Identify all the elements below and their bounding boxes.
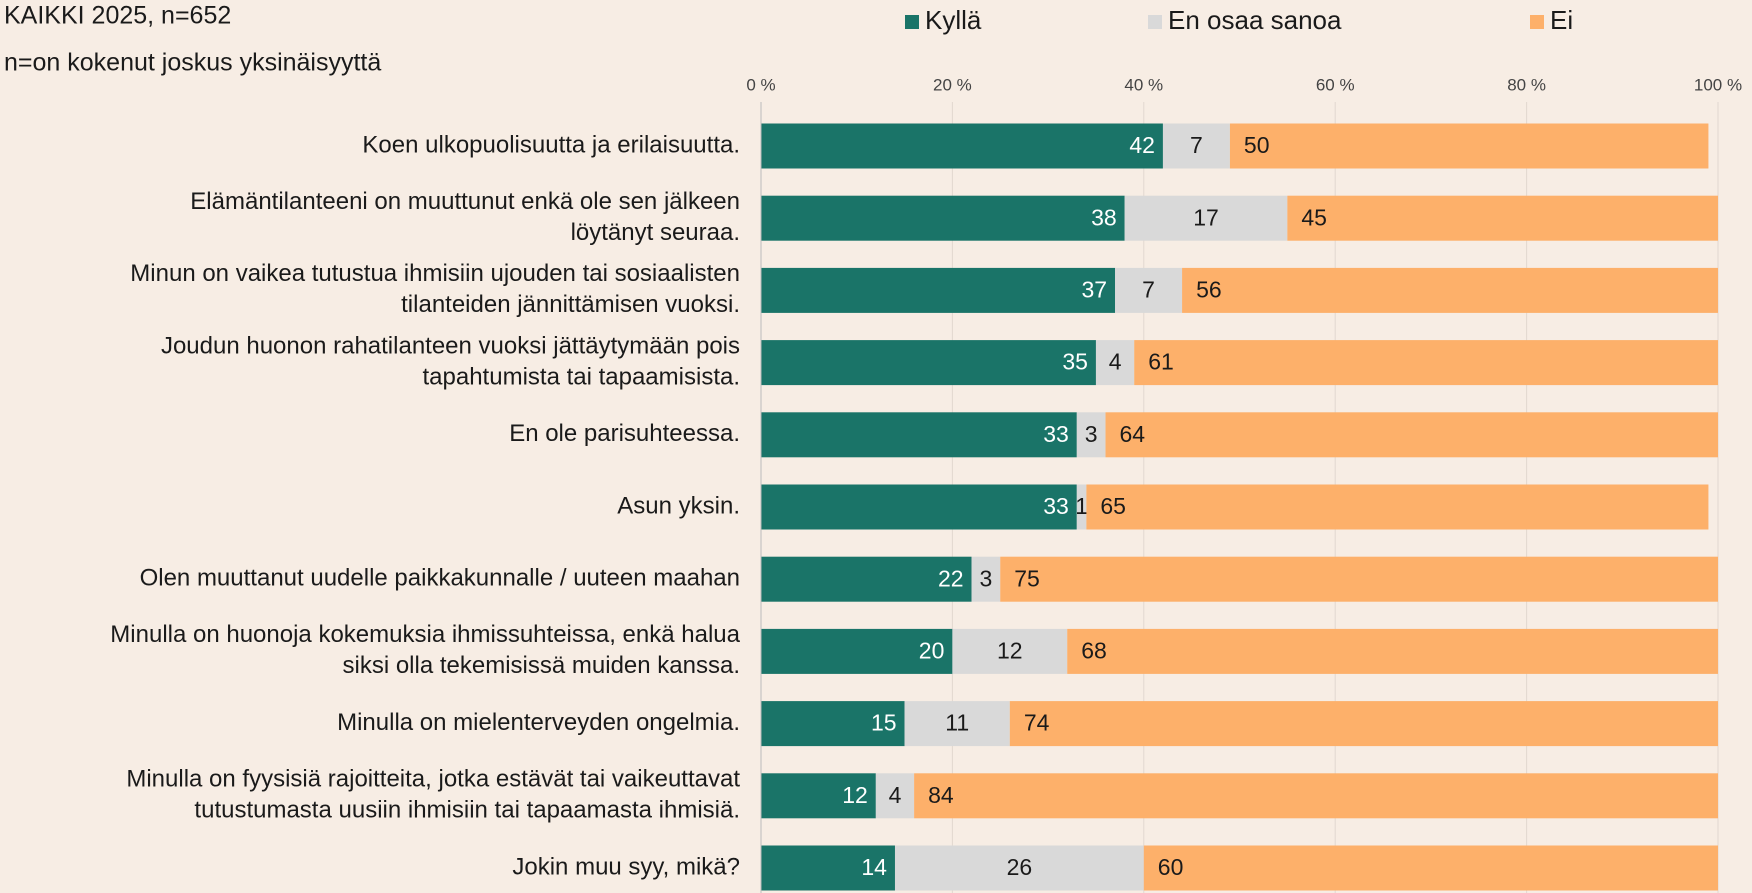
legend-label: Kyllä [925, 5, 982, 35]
bar-segment [761, 628, 953, 674]
bar-segment [1143, 845, 1718, 891]
bar-segment [761, 340, 1096, 386]
x-tick-label: 0 % [746, 75, 775, 94]
category-label: Olen muuttanut uudelle paikkakunnalle / … [140, 565, 740, 592]
legend-label: En osaa sanoa [1168, 5, 1342, 35]
value-label: 4 [1109, 349, 1122, 375]
value-label: 14 [861, 854, 887, 880]
bar-segment [761, 484, 1077, 530]
value-label: 65 [1100, 493, 1126, 519]
category-label: löytänyt seuraa. [571, 219, 740, 246]
value-label: 7 [1190, 132, 1203, 158]
bar-segment [761, 195, 1125, 241]
value-label: 26 [1007, 854, 1033, 880]
bar-segment [894, 845, 1144, 891]
legend-swatch [905, 15, 919, 29]
bar-segment [761, 845, 895, 891]
bar-segment [875, 773, 915, 819]
category-label: Minun on vaikea tutustua ihmisiin ujoude… [130, 260, 740, 287]
bar-segment [1115, 267, 1183, 313]
value-label: 50 [1244, 132, 1270, 158]
value-label: 33 [1043, 493, 1069, 519]
value-label: 12 [842, 782, 868, 808]
legend-swatch [1530, 15, 1544, 29]
value-label: 74 [1024, 710, 1050, 736]
value-label: 3 [979, 565, 992, 591]
bar-segment [761, 412, 1077, 458]
value-label: 64 [1120, 421, 1146, 447]
value-label: 11 [945, 710, 969, 736]
value-label: 60 [1158, 854, 1184, 880]
bar-segment [1076, 412, 1106, 458]
x-tick-label: 80 % [1507, 75, 1546, 94]
bar-segment [1000, 556, 1718, 602]
value-label: 45 [1301, 204, 1327, 230]
value-label: 56 [1196, 276, 1222, 302]
value-label: 68 [1081, 637, 1107, 663]
value-label: 84 [928, 782, 954, 808]
value-label: 4 [889, 782, 902, 808]
value-label: 42 [1129, 132, 1155, 158]
category-label: Elämäntilanteeni on muuttunut enkä ole s… [190, 188, 740, 215]
value-label: 33 [1043, 421, 1069, 447]
category-label: tilanteiden jännittämisen vuoksi. [401, 291, 740, 318]
value-label: 35 [1062, 349, 1088, 375]
bar-segment [1229, 123, 1709, 169]
value-label: 37 [1081, 276, 1107, 302]
value-label: 15 [871, 710, 897, 736]
category-label: Minulla on huonoja kokemuksia ihmissuhte… [110, 621, 740, 648]
x-tick-label: 100 % [1694, 75, 1742, 94]
bar-segment [761, 773, 876, 819]
bar-segment [1086, 484, 1709, 530]
bar-segment [1124, 195, 1288, 241]
category-label: siksi olla tekemisissä muiden kanssa. [343, 652, 741, 679]
value-label: 22 [938, 565, 964, 591]
bar-segment [761, 556, 972, 602]
value-label: 38 [1091, 204, 1117, 230]
bar-segment [1287, 195, 1718, 241]
x-tick-label: 60 % [1316, 75, 1355, 94]
bar-segment [1134, 340, 1718, 386]
bar-segment [761, 701, 905, 747]
bar-segment [761, 123, 1163, 169]
category-label: tutustumasta uusiin ihmisiin tai tapaama… [194, 797, 740, 824]
bar-segment [952, 628, 1068, 674]
category-label: Joudun huonon rahatilanteen vuoksi jättä… [161, 332, 740, 359]
category-label: Koen ulkopuolisuutta ja erilaisuutta. [362, 131, 740, 158]
category-label: Minulla on fyysisiä rajoitteita, jotka e… [126, 766, 740, 793]
value-label: 12 [997, 637, 1023, 663]
bar-segment [761, 267, 1116, 313]
value-label: 1 [1075, 493, 1088, 519]
value-label: 61 [1148, 349, 1174, 375]
bar-segment [971, 556, 1001, 602]
bar-segment [904, 701, 1010, 747]
category-label: tapahtumista tai tapaamisista. [423, 363, 741, 390]
category-label: Asun yksin. [617, 492, 740, 519]
value-label: 17 [1193, 204, 1219, 230]
value-label: 75 [1014, 565, 1040, 591]
value-label: 3 [1085, 421, 1098, 447]
x-tick-label: 40 % [1124, 75, 1163, 94]
value-label: 20 [919, 637, 945, 663]
category-label: Jokin muu syy, mikä? [512, 853, 740, 880]
bar-segment [1009, 701, 1718, 747]
category-label: En ole parisuhteessa. [509, 420, 740, 447]
bar-segment [1182, 267, 1718, 313]
bar-segment [914, 773, 1718, 819]
x-tick-label: 20 % [933, 75, 972, 94]
bar-segment [1162, 123, 1230, 169]
legend-label: Ei [1550, 5, 1573, 35]
legend-swatch [1148, 15, 1162, 29]
bar-segment [1067, 628, 1718, 674]
category-label: Minulla on mielenterveyden ongelmia. [337, 709, 740, 736]
bar-segment [1076, 484, 1087, 530]
chart-subtitle: n=on kokenut joskus yksinäisyyttä [4, 49, 381, 77]
bar-segment [1105, 412, 1718, 458]
value-label: 7 [1142, 276, 1155, 302]
bar-segment [1095, 340, 1135, 386]
chart-title: KAIKKI 2025, n=652 [4, 2, 231, 30]
